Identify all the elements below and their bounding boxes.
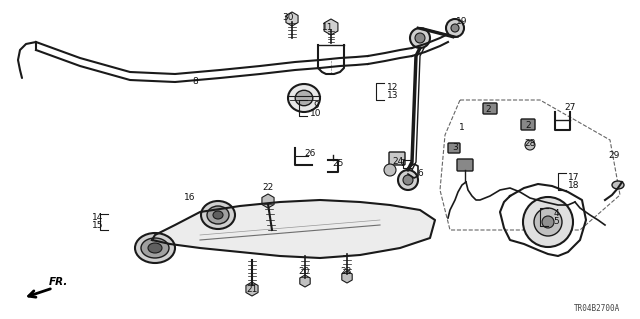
Text: 3: 3 [452,144,458,152]
Circle shape [542,216,554,228]
Text: 24: 24 [392,158,404,167]
Circle shape [415,33,425,43]
Ellipse shape [148,243,162,253]
Text: 15: 15 [92,221,104,231]
Text: 5: 5 [553,217,559,226]
Text: 4: 4 [553,209,559,218]
Text: 11: 11 [323,24,333,33]
Text: 2: 2 [485,106,491,115]
Text: 2: 2 [525,121,531,130]
Text: 27: 27 [564,103,576,113]
Ellipse shape [141,238,169,258]
Text: 30: 30 [282,13,294,23]
Text: 20: 20 [298,266,310,276]
Ellipse shape [213,211,223,219]
Text: TR04B2700A: TR04B2700A [573,304,620,313]
Circle shape [398,170,418,190]
Text: 14: 14 [92,213,104,222]
Text: 9: 9 [313,100,319,109]
Text: FR.: FR. [49,277,68,287]
Text: 26: 26 [304,149,316,158]
Text: 8: 8 [192,78,198,86]
Circle shape [451,24,459,32]
FancyBboxPatch shape [521,119,535,130]
Text: 17: 17 [568,174,580,182]
Ellipse shape [207,206,229,224]
Circle shape [525,140,535,150]
FancyBboxPatch shape [448,143,460,153]
Text: 29: 29 [608,151,620,160]
Ellipse shape [612,181,624,189]
Text: 10: 10 [310,108,322,117]
Text: 22: 22 [262,183,274,192]
Polygon shape [152,200,435,258]
Circle shape [534,208,562,236]
Ellipse shape [288,84,320,112]
Ellipse shape [295,90,313,106]
Text: 21: 21 [246,285,258,293]
Text: 1: 1 [459,123,465,132]
FancyBboxPatch shape [457,159,473,171]
Circle shape [523,197,573,247]
Circle shape [384,164,396,176]
Text: 18: 18 [568,182,580,190]
Text: 19: 19 [456,18,468,26]
Text: 23: 23 [340,266,352,276]
Text: 25: 25 [332,159,344,167]
FancyBboxPatch shape [483,103,497,114]
Text: 7: 7 [399,159,405,167]
Text: 13: 13 [387,92,399,100]
Circle shape [410,28,430,48]
Text: 12: 12 [387,84,399,93]
Ellipse shape [201,201,235,229]
Circle shape [403,175,413,185]
Text: 16: 16 [184,192,196,202]
Ellipse shape [135,233,175,263]
Circle shape [446,19,464,37]
FancyBboxPatch shape [389,152,405,165]
Text: 28: 28 [524,138,536,147]
Text: 6: 6 [417,168,423,177]
